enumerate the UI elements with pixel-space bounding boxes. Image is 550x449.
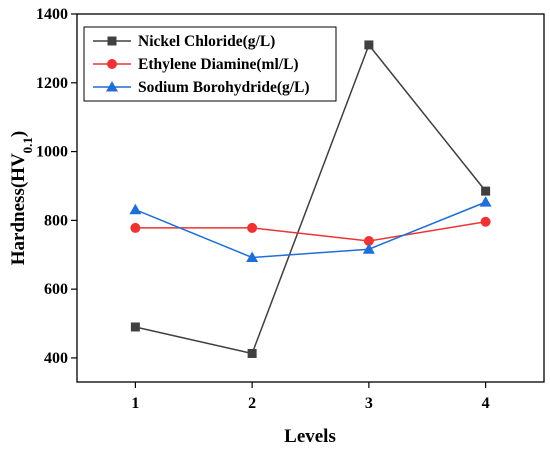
legend: Nickel Chloride(g/L) Ethylene Diamine(ml/…: [83, 26, 337, 102]
series-1: [130, 40, 491, 358]
y-tick-label-400: 400: [44, 350, 68, 367]
y-tick-label-800: 800: [44, 212, 68, 229]
y-axis-title-sub: 0.1: [20, 137, 35, 153]
series-2-point-2: [247, 222, 258, 233]
y-tick-label-1400: 1400: [36, 6, 68, 23]
plot-frame: [76, 13, 545, 383]
series-1-point-3: [364, 40, 374, 50]
series-3-point-4: [479, 196, 492, 207]
series-layer: [129, 40, 492, 358]
y-tick-label-1000: 1000: [36, 144, 68, 161]
y-tick-label-600: 600: [44, 281, 68, 298]
y-axis-title-close: ): [8, 131, 29, 137]
x-tick-label-2: 2: [248, 395, 256, 412]
series-1-point-2: [247, 348, 257, 358]
series-3-line: [135, 201, 486, 259]
y-axis: 400 600 800 1000 1200 1400: [36, 6, 77, 367]
series-1-point-4: [481, 186, 491, 196]
series-1-line: [135, 43, 487, 355]
legend-label-3: Sodium Borohydride(g/L): [138, 79, 310, 96]
y-tick-label-1200: 1200: [36, 75, 68, 92]
series-2-line: [135, 220, 486, 242]
series-2-point-3: [363, 235, 374, 246]
series-3-point-2: [246, 251, 259, 262]
series-3-point-1: [129, 203, 142, 215]
legend-marker-1: [107, 36, 117, 46]
x-tick-label-4: 4: [482, 395, 490, 412]
y-axis-title: Hardness(HV0.1): [8, 131, 35, 265]
series-1-point-1: [130, 322, 140, 332]
x-tick-label-3: 3: [365, 395, 373, 412]
series-2-point-1: [130, 222, 141, 233]
y-axis-title-main: Hardness(HV: [8, 153, 29, 265]
legend-label-2: Ethylene Diamine(ml/L): [138, 56, 299, 73]
legend-marker-3: [106, 81, 118, 92]
x-tick-label-1: 1: [131, 395, 139, 412]
series-2: [130, 216, 491, 246]
legend-marker-2: [107, 59, 117, 69]
x-axis-title: Levels: [284, 426, 336, 447]
series-3: [129, 196, 492, 262]
series-3-point-3: [362, 243, 375, 254]
x-axis: 1 2 3 4: [131, 382, 490, 412]
legend-label-1: Nickel Chloride(g/L): [138, 33, 275, 50]
series-2-point-4: [480, 216, 491, 227]
